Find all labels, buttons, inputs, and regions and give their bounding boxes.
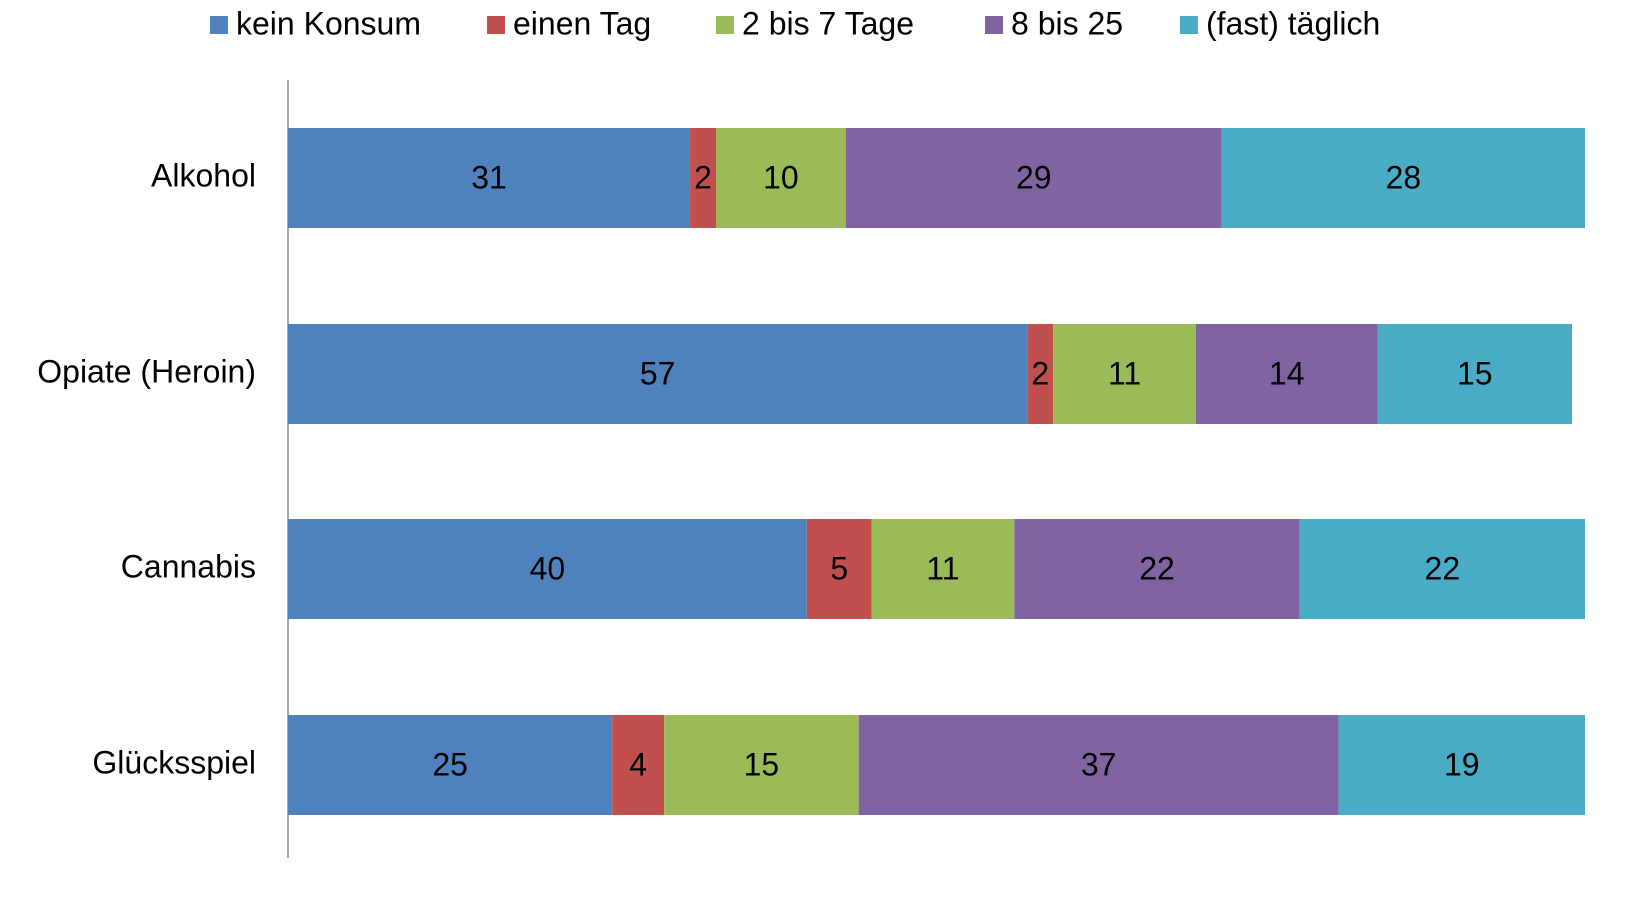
legend-label: 8 bis 25 (1011, 5, 1123, 41)
bar-segment (1195, 324, 1378, 424)
y-tick-label: Alkohol (151, 157, 256, 193)
data-label: 22 (1139, 550, 1175, 586)
data-label: 25 (432, 746, 468, 782)
data-label: 29 (1016, 159, 1052, 195)
bar-segment (1221, 128, 1585, 228)
bar-segment (288, 519, 807, 619)
bar-segment (690, 128, 717, 228)
data-label: 15 (744, 746, 780, 782)
legend-swatch (716, 16, 734, 34)
data-label: 5 (830, 550, 848, 586)
data-label: 19 (1444, 746, 1480, 782)
bar-segment (1014, 519, 1300, 619)
legend-label: kein Konsum (236, 5, 421, 41)
legend-swatch (487, 16, 505, 34)
legend-label: 2 bis 7 Tage (742, 5, 914, 41)
data-label: 31 (471, 159, 507, 195)
bar-segment (858, 715, 1339, 815)
bar-segment (845, 128, 1222, 228)
data-label: 40 (530, 550, 566, 586)
y-tick-label: Cannabis (121, 548, 256, 584)
data-label: 11 (926, 550, 959, 586)
data-label: 11 (1108, 355, 1141, 391)
data-label: 37 (1081, 746, 1117, 782)
bar-segment (288, 128, 691, 228)
data-label: 22 (1425, 550, 1461, 586)
y-tick-label: Glücksspiel (92, 744, 256, 780)
legend-swatch (210, 16, 228, 34)
bar-segment (1338, 715, 1585, 815)
bar-segment (716, 128, 846, 228)
data-label: 28 (1386, 159, 1422, 195)
bar-segment (1299, 519, 1585, 619)
bar-segment (288, 715, 613, 815)
bar-segment (1053, 324, 1196, 424)
bar-segment (806, 519, 872, 619)
legend-label: einen Tag (513, 5, 651, 41)
bar-segment (871, 519, 1015, 619)
legend-swatch (985, 16, 1003, 34)
y-tick-label: Opiate (Heroin) (37, 353, 256, 389)
legend-swatch (1180, 16, 1198, 34)
data-label: 15 (1457, 355, 1493, 391)
data-label: 10 (763, 159, 799, 195)
data-label: 2 (1031, 355, 1049, 391)
bar-segment (1027, 324, 1054, 424)
bar-segment (664, 715, 859, 815)
data-label: 57 (640, 355, 676, 391)
bar-segment (288, 324, 1028, 424)
bar-segment (1377, 324, 1573, 424)
data-label: 2 (694, 159, 712, 195)
data-label: 14 (1269, 355, 1305, 391)
bar-segment (612, 715, 665, 815)
data-label: 4 (629, 746, 647, 782)
legend-label: (fast) täglich (1206, 5, 1380, 41)
